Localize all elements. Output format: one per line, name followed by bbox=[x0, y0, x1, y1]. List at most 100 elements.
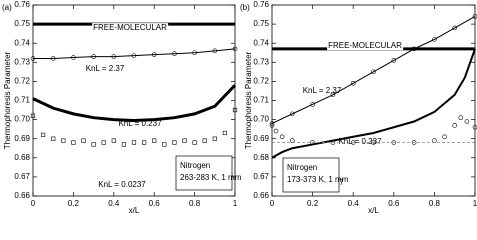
y-tick-label: 0.73 bbox=[253, 57, 269, 66]
x-tick-label: 0 bbox=[270, 199, 275, 208]
panel-label: (a) bbox=[2, 3, 12, 12]
point bbox=[442, 134, 447, 140]
point bbox=[131, 140, 137, 145]
series-label: KnL = 0.0237 bbox=[98, 180, 146, 189]
point bbox=[81, 138, 86, 143]
x-tick-label: 0.8 bbox=[189, 199, 201, 208]
y-tick-label: 0.68 bbox=[14, 153, 30, 162]
point bbox=[91, 54, 96, 59]
point bbox=[371, 140, 376, 145]
x-tick-label: 1 bbox=[473, 199, 477, 208]
y-tick-label: 0.72 bbox=[14, 77, 30, 86]
x-tick-label: 0.8 bbox=[429, 199, 441, 208]
x-tick-label: 0.4 bbox=[348, 199, 360, 208]
y-tick-label: 0.76 bbox=[14, 0, 30, 9]
point bbox=[151, 52, 157, 57]
y-axis-label: Thermophoresis Parameter bbox=[3, 51, 12, 149]
point bbox=[202, 138, 207, 143]
y-tick-label: 0.67 bbox=[253, 172, 269, 181]
y-tick-label: 0.74 bbox=[14, 38, 30, 47]
point bbox=[391, 140, 397, 145]
y-tick-label: 0.71 bbox=[253, 96, 269, 105]
series-line bbox=[32, 84, 237, 123]
y-tick-label: 0.66 bbox=[14, 191, 30, 200]
point bbox=[212, 48, 218, 54]
y-tick-label: 0.68 bbox=[253, 153, 269, 162]
point bbox=[91, 142, 96, 147]
plot-frame bbox=[271, 4, 476, 197]
y-tick-label: 0.69 bbox=[14, 134, 30, 143]
point bbox=[350, 140, 356, 145]
point bbox=[142, 140, 147, 145]
point bbox=[182, 138, 187, 143]
series-line bbox=[271, 48, 476, 159]
point bbox=[152, 138, 157, 143]
point bbox=[273, 128, 279, 134]
point bbox=[71, 140, 76, 145]
series-label: KnL = 0.237 bbox=[338, 137, 382, 146]
point bbox=[131, 53, 137, 58]
series-line bbox=[33, 48, 236, 59]
point bbox=[121, 142, 126, 147]
x-axis-label: x/L bbox=[129, 206, 140, 215]
info-text: 263-283 K, 1 mm bbox=[180, 173, 242, 182]
point bbox=[458, 115, 464, 120]
y-tick-label: 0.75 bbox=[14, 19, 30, 28]
x-axis-label: x/L bbox=[368, 206, 379, 215]
point bbox=[212, 136, 217, 141]
info-box bbox=[282, 157, 340, 193]
info-text: 173-373 K, 1 mm bbox=[287, 175, 349, 184]
figure: (a) 0.66 0.67 0.68 0.69 0.70 0.71 0.72 0.73 0.74 0… bbox=[2, 0, 477, 215]
point bbox=[330, 92, 336, 98]
point bbox=[464, 119, 470, 124]
point bbox=[452, 123, 458, 128]
x-tick-label: 0.6 bbox=[388, 199, 400, 208]
x-tick-label: 0.4 bbox=[108, 199, 120, 208]
series-label: KnL = 0.237 bbox=[118, 119, 162, 128]
y-tick-label: 0.71 bbox=[14, 96, 30, 105]
point bbox=[432, 138, 437, 143]
panel-label: (b) bbox=[240, 3, 250, 12]
point bbox=[192, 140, 197, 145]
info-box bbox=[175, 155, 233, 191]
y-tick-label: 0.76 bbox=[253, 0, 269, 9]
point bbox=[289, 111, 295, 117]
y-tick-label: 0.72 bbox=[253, 77, 269, 86]
point bbox=[51, 136, 56, 141]
point bbox=[162, 142, 167, 147]
point bbox=[279, 134, 285, 140]
point bbox=[289, 138, 295, 143]
info-text: Nitrogen bbox=[287, 163, 317, 172]
point bbox=[50, 56, 56, 61]
point bbox=[192, 50, 197, 56]
point bbox=[222, 130, 228, 136]
y-tick-label: 0.67 bbox=[14, 172, 30, 181]
y-axis-label: Thermophoresis Parameter bbox=[244, 51, 253, 149]
y-tick-label: 0.69 bbox=[253, 134, 269, 143]
series-label: FREE-MOLECULAR bbox=[328, 41, 402, 50]
y-tick-label: 0.66 bbox=[253, 191, 269, 200]
info-text: Nitrogen bbox=[180, 161, 210, 170]
x-tick-label: 0.2 bbox=[68, 199, 80, 208]
series-label: FREE-MOLECULAR bbox=[93, 23, 167, 32]
y-tick-label: 0.74 bbox=[253, 38, 269, 47]
y-tick-label: 0.70 bbox=[253, 115, 269, 124]
x-tick-label: 0.6 bbox=[149, 199, 161, 208]
series-label: KnL = 2.37 bbox=[303, 86, 342, 95]
point bbox=[310, 102, 315, 107]
series-label: KnL = 2.37 bbox=[86, 64, 125, 73]
x-tick-label: 1 bbox=[233, 199, 238, 208]
point bbox=[172, 51, 177, 57]
point bbox=[40, 132, 46, 137]
y-tick-label: 0.70 bbox=[14, 115, 30, 124]
point bbox=[411, 46, 417, 52]
point bbox=[71, 55, 76, 60]
point bbox=[61, 138, 66, 143]
point bbox=[350, 81, 356, 86]
point bbox=[371, 69, 376, 75]
point bbox=[432, 37, 437, 42]
point bbox=[111, 54, 117, 59]
point bbox=[452, 25, 458, 31]
label-bg bbox=[92, 23, 169, 33]
point bbox=[111, 138, 116, 143]
